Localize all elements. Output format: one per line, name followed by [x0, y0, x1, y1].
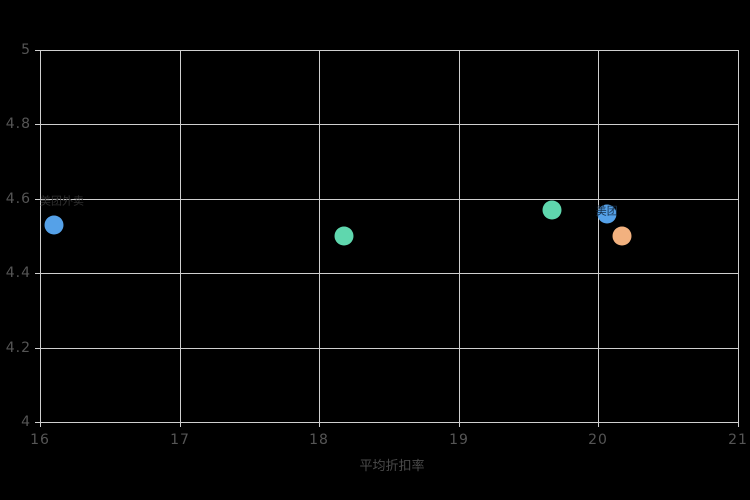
- x-gridline: [40, 50, 41, 427]
- x-tick-label: 19: [449, 432, 469, 448]
- y-tick-label: 4.4: [5, 265, 31, 281]
- x-gridline: [598, 50, 599, 427]
- y-gridline: [35, 50, 738, 51]
- x-gridline: [459, 50, 460, 427]
- x-gridline: [180, 50, 181, 427]
- scatter-point-blue-series[interactable]: [44, 215, 64, 235]
- x-tick-label: 20: [588, 432, 608, 448]
- y-tick-label: 5: [21, 42, 31, 58]
- scatter-point-green-series[interactable]: [542, 200, 562, 220]
- x-gridline: [319, 50, 320, 427]
- x-tick-label: 21: [728, 432, 748, 448]
- y-gridline: [35, 199, 738, 200]
- y-tick-label: 4.2: [5, 340, 31, 356]
- y-tick-label: 4.8: [5, 116, 31, 132]
- y-gridline: [35, 273, 738, 274]
- x-gridline: [738, 50, 739, 427]
- scatter-point-green-series[interactable]: [334, 226, 354, 246]
- point-annotation: 美团外卖: [40, 194, 84, 208]
- y-gridline: [35, 348, 738, 349]
- y-tick-label: 4: [21, 414, 31, 430]
- x-tick-label: 17: [170, 432, 190, 448]
- scatter-point-blue-series[interactable]: [597, 204, 617, 224]
- point-annotation: 美团: [595, 204, 618, 218]
- x-tick-label: 18: [309, 432, 329, 448]
- y-tick-label: 4.6: [5, 191, 31, 207]
- y-gridline: [35, 422, 738, 423]
- scatter-point-orange-series[interactable]: [612, 226, 632, 246]
- x-tick-label: 16: [30, 432, 50, 448]
- x-axis-title: 平均折扣率: [359, 459, 425, 474]
- y-gridline: [35, 124, 738, 125]
